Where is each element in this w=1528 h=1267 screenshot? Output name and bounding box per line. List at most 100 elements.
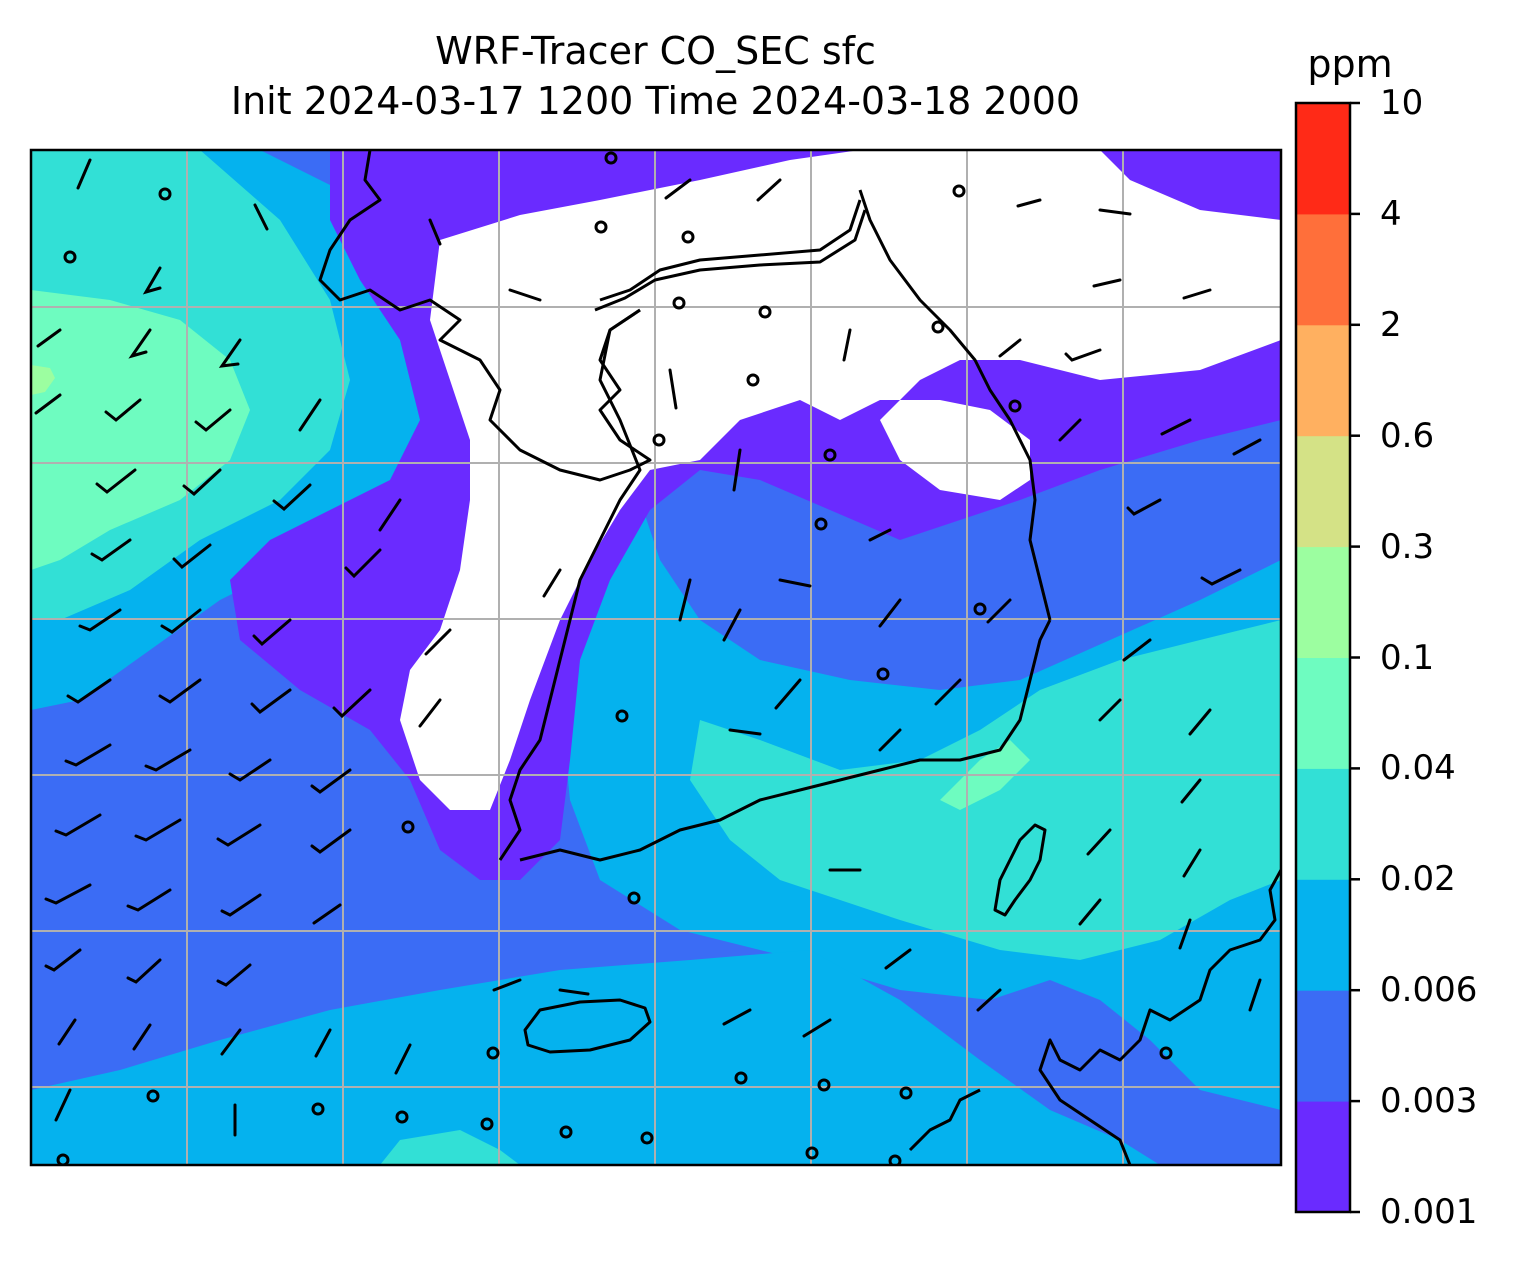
band-0.04-0.1-west bbox=[31, 290, 250, 570]
wind-barb bbox=[172, 543, 212, 570]
wind-barb bbox=[1248, 978, 1262, 1012]
calm-circle bbox=[672, 296, 686, 310]
wind-barb bbox=[1188, 708, 1212, 736]
wind-barb bbox=[36, 328, 62, 348]
calm-circle bbox=[758, 305, 772, 319]
wind-barb bbox=[998, 338, 1022, 358]
colorbar-tick-label: 4 bbox=[1380, 193, 1402, 234]
wind-barb bbox=[160, 608, 202, 634]
calm-circle bbox=[746, 373, 760, 387]
calm-circle bbox=[486, 1046, 500, 1060]
wind-barb bbox=[884, 948, 912, 970]
wind-barb bbox=[104, 398, 142, 422]
calm-circle bbox=[1159, 1046, 1173, 1060]
wind-barb bbox=[218, 338, 242, 368]
colorbar-segment bbox=[1296, 1101, 1350, 1213]
colorbar-segment bbox=[1296, 213, 1350, 326]
colorbar-segment bbox=[1296, 546, 1350, 658]
wind-barb bbox=[1092, 278, 1122, 288]
wind-barb bbox=[1182, 848, 1202, 878]
wind-barb bbox=[228, 758, 272, 782]
wind-barb bbox=[253, 203, 269, 231]
wind-barb bbox=[272, 483, 312, 511]
wind-barb bbox=[216, 963, 252, 987]
tsushima-island bbox=[993, 823, 1047, 917]
wind-barb bbox=[778, 578, 812, 588]
wind-barb bbox=[732, 448, 742, 492]
wind-barb bbox=[976, 988, 1002, 1012]
calm-circle bbox=[823, 448, 837, 462]
wind-barb bbox=[128, 328, 152, 359]
wind-barb bbox=[934, 678, 962, 706]
colorbar bbox=[1294, 101, 1360, 1214]
wind-barb bbox=[310, 828, 352, 854]
colorbar-segment bbox=[1296, 435, 1350, 548]
wind-barb bbox=[126, 888, 172, 912]
contour-field bbox=[31, 150, 1281, 1165]
calm-circle bbox=[56, 1153, 70, 1165]
wind-barb bbox=[428, 218, 442, 246]
wind-barb bbox=[126, 958, 162, 984]
colorbar-tick-label: 0.6 bbox=[1380, 415, 1435, 456]
wind-barb bbox=[312, 903, 342, 925]
wind-barb bbox=[1232, 438, 1262, 456]
calm-markers bbox=[56, 151, 1173, 1165]
calm-circle bbox=[311, 1102, 325, 1116]
colorbar-segment bbox=[1296, 768, 1350, 880]
wind-barb bbox=[418, 698, 442, 728]
calm-circle bbox=[952, 184, 966, 198]
coastline-korea-west bbox=[498, 308, 642, 861]
wind-barb bbox=[558, 988, 590, 996]
coastline-china-east bbox=[318, 150, 652, 482]
wind-barb bbox=[57, 1018, 77, 1046]
wind-barb bbox=[1058, 418, 1082, 442]
title-line-2: Init 2024-03-17 1200 Time 2024-03-18 200… bbox=[230, 79, 1081, 123]
colorbar-segment bbox=[1296, 657, 1350, 769]
wind-barb bbox=[344, 548, 382, 579]
title-line-1: WRF-Tracer CO_SEC sfc bbox=[435, 29, 876, 73]
wind-barb bbox=[1180, 778, 1202, 804]
calm-circle bbox=[681, 230, 695, 244]
border-north-2 bbox=[594, 209, 867, 312]
wind-barb bbox=[34, 393, 62, 415]
wind-barb bbox=[54, 1088, 72, 1122]
wind-barb bbox=[182, 468, 222, 496]
map-title: WRF-Tracer CO_SEC sfc Init 2024-03-17 12… bbox=[30, 26, 1281, 126]
wind-barb bbox=[250, 688, 292, 714]
wind-barb bbox=[1078, 898, 1102, 926]
band-below-0.001 bbox=[400, 150, 1281, 810]
calm-circle bbox=[640, 1131, 654, 1145]
wind-barb bbox=[44, 948, 82, 972]
colorbar-tick-label: 0.001 bbox=[1380, 1192, 1478, 1232]
wind-barb bbox=[774, 678, 802, 710]
colorbar-segment bbox=[1296, 324, 1350, 437]
calm-circle bbox=[480, 1117, 494, 1131]
calm-circle bbox=[814, 517, 828, 531]
calm-circle bbox=[559, 1125, 573, 1139]
border-north bbox=[599, 199, 862, 302]
wind-barb bbox=[194, 408, 232, 432]
colorbar-tick-label: 0.02 bbox=[1380, 859, 1456, 900]
wind-barb bbox=[842, 328, 852, 362]
wind-barb bbox=[1064, 348, 1102, 362]
wind-barb bbox=[220, 893, 262, 917]
wind-barb bbox=[756, 178, 782, 202]
wind-barb bbox=[878, 598, 902, 628]
wind-barb bbox=[216, 823, 262, 847]
wind-barb bbox=[1086, 828, 1112, 856]
colorbar-tick-label: 0.3 bbox=[1380, 526, 1435, 567]
wind-barb bbox=[1016, 198, 1042, 208]
wind-barb bbox=[1200, 568, 1242, 586]
calm-circle bbox=[627, 891, 641, 905]
calm-circle bbox=[899, 1086, 913, 1100]
calm-circle bbox=[401, 820, 415, 834]
calm-circle bbox=[817, 1078, 831, 1092]
wind-barb bbox=[90, 538, 132, 562]
wind-barb bbox=[44, 883, 92, 905]
calm-circle bbox=[604, 151, 618, 165]
colorbar-tick-label: 0.1 bbox=[1380, 637, 1435, 678]
wind-barb bbox=[298, 398, 322, 432]
wind-barb bbox=[728, 728, 762, 736]
colorbar-tick-label: 0.003 bbox=[1380, 1081, 1478, 1122]
